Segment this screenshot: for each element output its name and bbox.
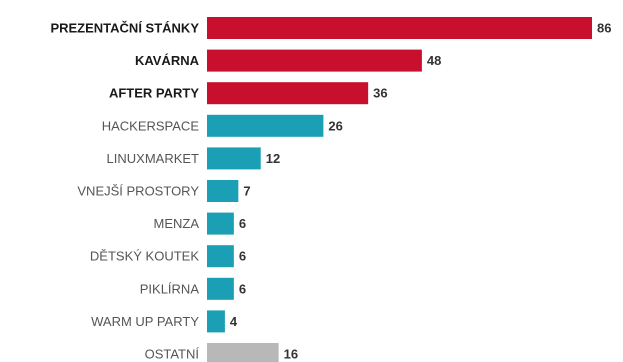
bar-row: LINUXMARKET 12 (107, 147, 280, 170)
category-label: KAVÁRNA (135, 53, 200, 68)
category-label: OSTATNÍ (145, 347, 200, 362)
bar (207, 310, 225, 333)
value-label: 6 (239, 281, 246, 296)
bar-row: DĚTSKÝ KOUTEK 6 (90, 245, 246, 268)
bar (207, 49, 422, 72)
value-label: 6 (239, 249, 246, 264)
value-label: 48 (427, 53, 441, 68)
bar (207, 343, 279, 362)
bar (207, 245, 234, 268)
bar (207, 82, 369, 105)
value-label: 86 (597, 21, 611, 36)
value-label: 26 (328, 118, 342, 133)
value-label: 7 (243, 184, 250, 199)
bar-row: PREZENTAČNÍ STÁNKY 86 (50, 17, 611, 39)
bar-row: KAVÁRNA 48 (135, 49, 441, 72)
category-label: DĚTSKÝ KOUTEK (90, 249, 199, 264)
bar-row: HACKERSPACE 26 (102, 114, 343, 137)
bar (207, 147, 261, 170)
bar-row: OSTATNÍ 16 (145, 343, 298, 362)
bar-row: PIKLÍRNA 6 (140, 277, 246, 300)
category-label: AFTER PARTY (109, 86, 199, 101)
bar (207, 277, 234, 300)
category-label: PREZENTAČNÍ STÁNKY (50, 21, 199, 36)
category-label: WARM UP PARTY (91, 314, 199, 329)
bar (207, 212, 234, 235)
bars-group: PREZENTAČNÍ STÁNKY 86 KAVÁRNA 48 AFTER PARTY… (50, 17, 611, 362)
bar-row: VNEJŠÍ PROSTORY 7 (77, 180, 251, 202)
bar-row: MENZA 6 (154, 212, 246, 235)
bar (207, 180, 239, 202)
category-label: MENZA (154, 216, 200, 231)
category-label: PIKLÍRNA (140, 281, 200, 296)
value-label: 4 (230, 314, 238, 329)
category-label: HACKERSPACE (102, 118, 200, 133)
bar (207, 17, 592, 39)
value-label: 6 (239, 216, 246, 231)
category-label: VNEJŠÍ PROSTORY (77, 184, 199, 199)
value-label: 12 (266, 151, 280, 166)
category-label: LINUXMARKET (107, 151, 200, 166)
value-label: 36 (373, 86, 387, 101)
value-label: 16 (284, 347, 298, 362)
bar-row: AFTER PARTY 36 (109, 82, 388, 105)
bar-row: WARM UP PARTY 4 (91, 310, 238, 333)
bar (207, 114, 324, 137)
